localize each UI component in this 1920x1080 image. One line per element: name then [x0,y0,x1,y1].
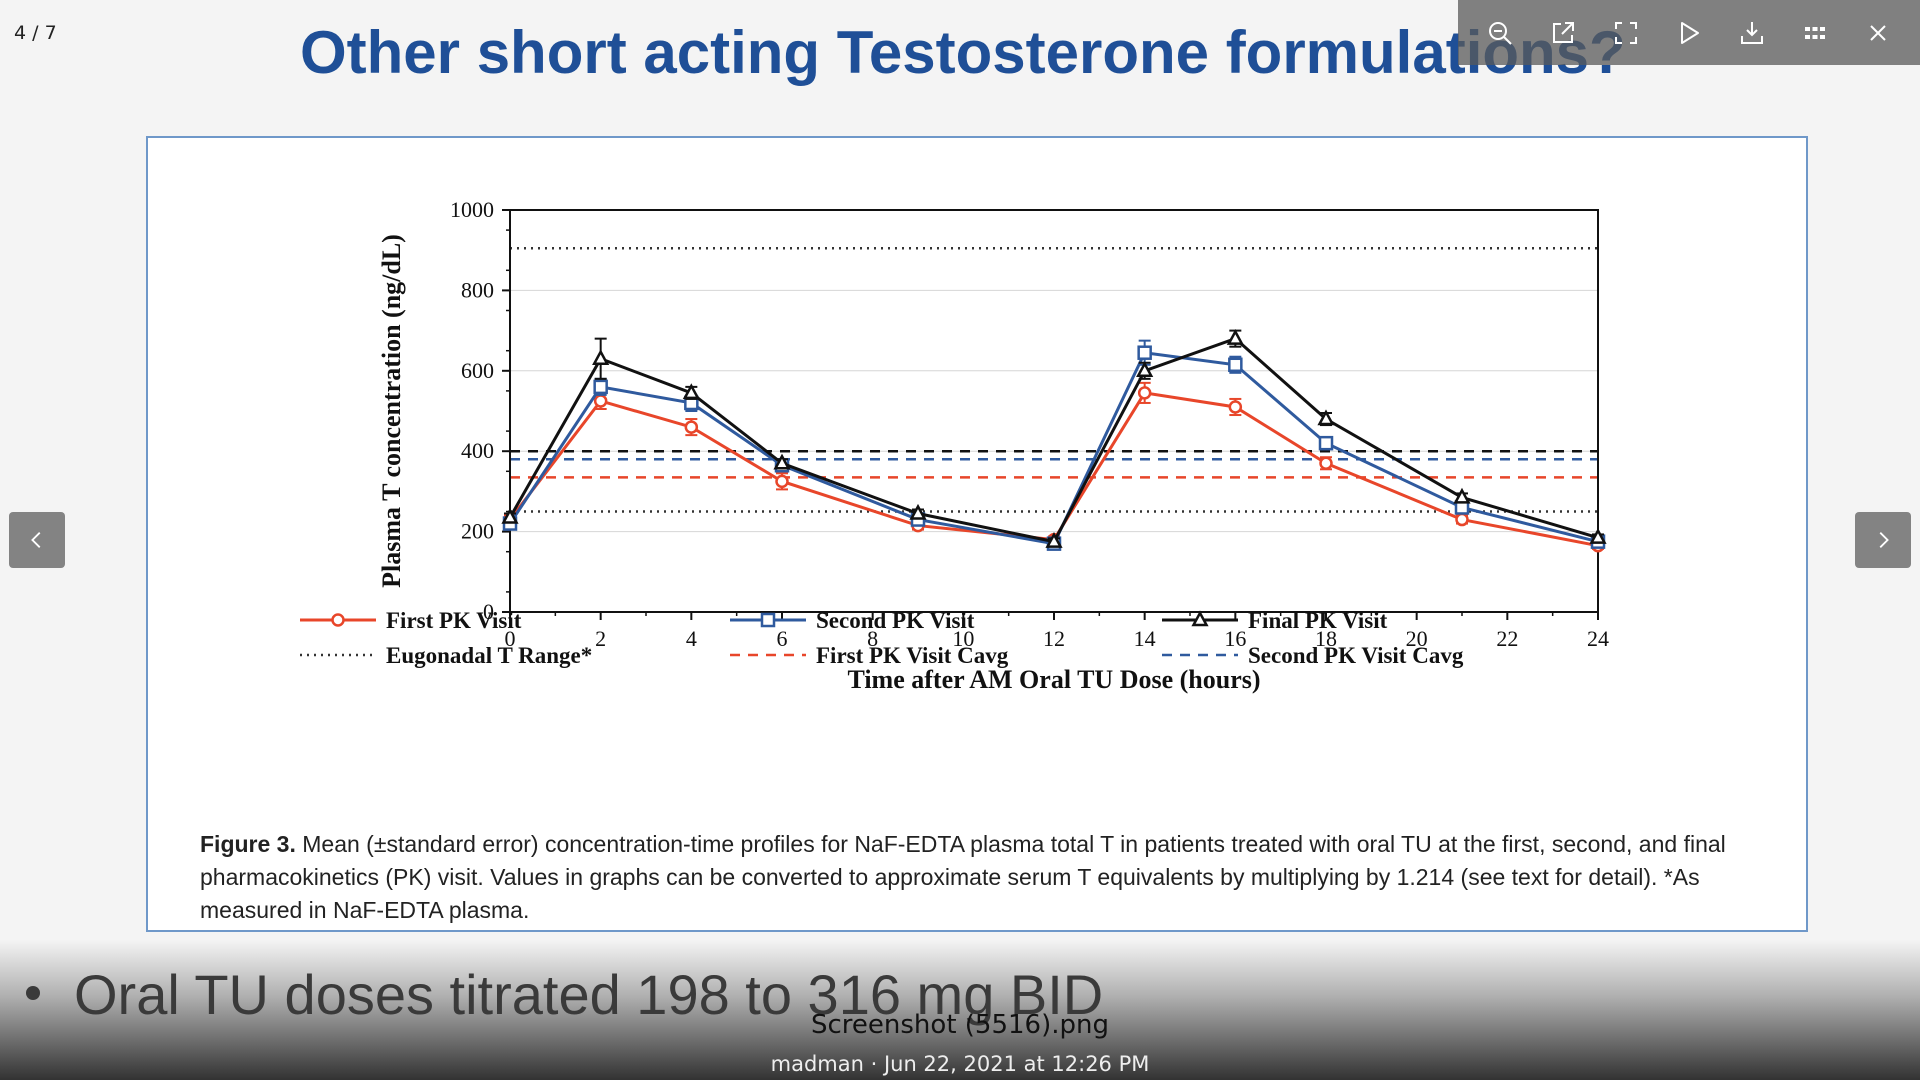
play-slideshow-icon [1680,21,1699,44]
y-tick-label: 400 [461,438,494,463]
chevron-left-icon [31,532,41,548]
data-point [1455,512,1469,527]
fullscreen-button[interactable] [1606,13,1646,53]
x-axis-label: Time after AM Oral TU Dose (hours) [847,665,1260,694]
y-tick-label: 800 [461,277,494,302]
data-point [1137,345,1152,360]
data-point [773,453,791,470]
legend-marker [331,613,345,627]
x-tick-label: 0 [505,626,516,651]
download-button[interactable] [1732,13,1772,53]
data-point [1228,357,1243,373]
legend-label: Second PK Visit [816,608,975,633]
close-button[interactable] [1858,13,1898,53]
close-icon [1870,24,1887,41]
data-point [1319,456,1333,471]
data-point [775,474,789,489]
data-point [684,420,699,434]
previous-button[interactable] [9,512,65,568]
x-tick-label: 2 [595,626,606,651]
next-button[interactable] [1855,512,1911,568]
data-point [1589,528,1607,544]
x-tick-label: 20 [1406,626,1428,651]
x-tick-label: 4 [686,626,697,651]
y-tick-label: 600 [461,358,494,383]
data-point [1317,409,1335,426]
x-tick-label: 14 [1134,626,1156,651]
play-slideshow-button[interactable] [1669,13,1709,53]
zoom-out-icon [1488,21,1512,45]
data-point [1453,487,1471,504]
data-point [592,349,610,365]
figure-panel: 0 200 400 600 800 1000 0 2 4 6 8 10 12 14 16 18 20 22 24 Ti… [146,136,1808,932]
data-point [1318,435,1334,451]
file-meta: madman · Jun 22, 2021 at 12:26 PM [770,1052,1150,1076]
legend-label: First PK Visit [386,608,522,633]
legend-marker [760,612,776,628]
legend-label: Second PK Visit Cavg [1248,643,1464,668]
y-tick-label: 200 [461,519,494,544]
slide-counter: 4 / 7 [14,22,57,44]
y-axis-label: Plasma T concentration (ng/dL) [377,234,406,588]
series-line-0 [508,391,1599,548]
data-point [1136,361,1154,378]
zoom-out-button[interactable] [1480,13,1520,53]
x-tick-label: 10 [952,626,974,651]
x-tick-label: 16 [1224,626,1246,651]
x-tick-label: 12 [1043,626,1065,651]
bullet-text: Oral TU doses titrated 198 to 316 mg BID [74,963,1104,1026]
x-tick-label: 8 [867,626,878,651]
grid-view-button[interactable] [1795,13,1835,53]
caption-text: Mean (±standard error) concentration-tim… [200,831,1726,923]
caption-label: Figure 3. [200,831,296,857]
plot-frame [509,209,1599,613]
legend-label: Final PK Visit [1248,608,1388,633]
slide-title: Other short acting Testosterone formulat… [300,19,1626,86]
data-point [593,379,608,395]
legend-marker [1191,610,1209,627]
grid-view-icon [1805,26,1826,39]
data-point [1226,329,1244,345]
open-external-button[interactable] [1543,13,1583,53]
legend-label: Eugonadal T Range* [386,643,592,668]
series-line-1 [508,351,1599,546]
data-point [1137,386,1152,400]
legend-label: First PK Visit Cavg [816,643,1009,668]
slide-bullet: Oral TU doses titrated 198 to 316 mg BID [26,962,1103,1027]
chevron-right-icon [1879,532,1889,548]
data-point [1228,400,1243,414]
viewer-footer [0,940,1920,1080]
data-point [1045,532,1063,548]
x-tick-label: 6 [777,626,788,651]
file-name: Screenshot (5516).png [811,1010,1109,1040]
data-point [682,383,700,400]
fullscreen-icon [1614,21,1637,44]
data-point [909,503,927,520]
x-tick-label: 24 [1587,626,1609,651]
data-point [593,394,608,408]
y-tick-label: 0 [483,599,494,624]
x-tick-label: 22 [1496,626,1518,651]
y-tick-label: 1000 [450,197,494,222]
open-external-icon [1552,21,1574,43]
x-tick-label: 18 [1315,626,1337,651]
bullet-dot-icon [26,986,40,1001]
data-point [501,507,519,524]
viewer-toolbar [1458,0,1920,65]
download-icon [1741,21,1764,44]
figure-caption: Figure 3. Mean (±standard error) concent… [200,828,1780,927]
